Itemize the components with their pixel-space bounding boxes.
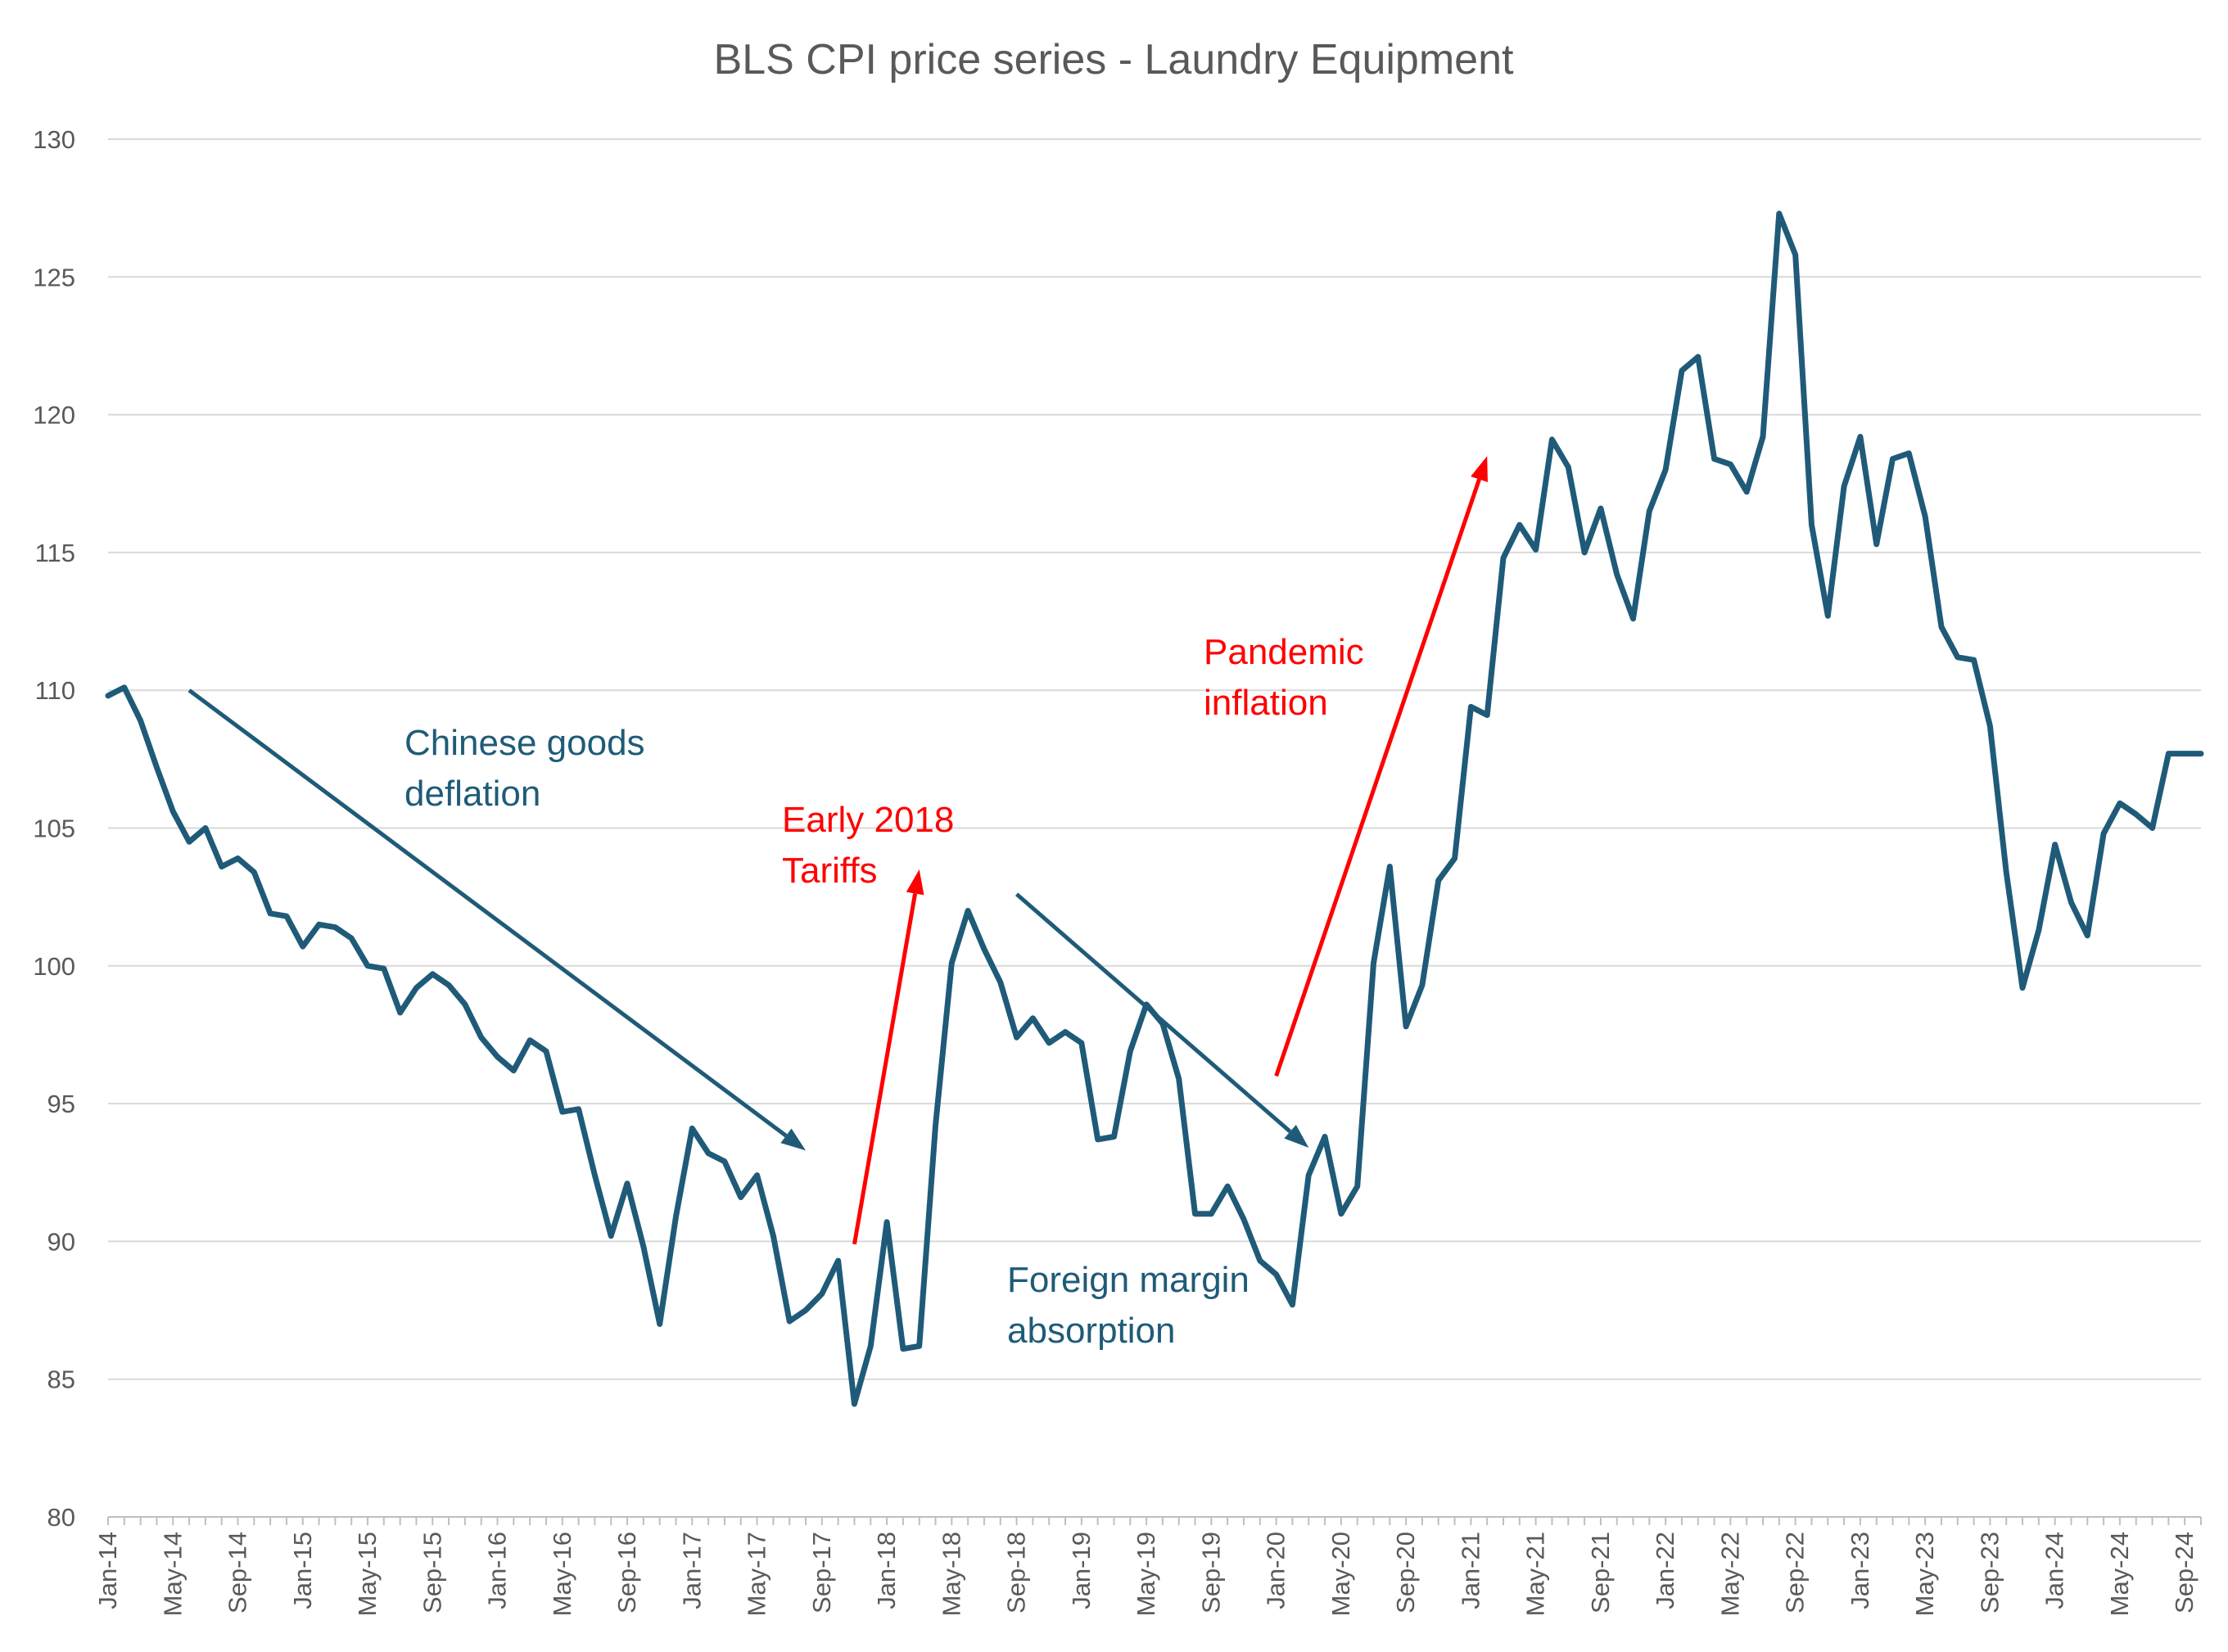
y-tick-label: 90 <box>47 1227 75 1256</box>
y-tick-label: 120 <box>33 401 75 430</box>
annotation-arrow-tariffs <box>852 893 918 1245</box>
annotation-arrow-foreign <box>1015 892 1292 1134</box>
annotation-line: absorption <box>1007 1311 1175 1351</box>
x-tick-label: Jan-22 <box>1651 1532 1679 1609</box>
y-tick-label: 130 <box>33 125 75 154</box>
y-tick-label: 85 <box>47 1365 75 1394</box>
x-tick-label: Sep-14 <box>224 1532 252 1614</box>
x-tick-label: Sep-16 <box>612 1532 641 1614</box>
x-tick-label: Jan-18 <box>872 1532 901 1609</box>
annotation-line: deflation <box>404 774 540 814</box>
annotation-arrowhead-chinese <box>780 1128 806 1151</box>
annotations: Chinese goods deflation Early 2018 Tariffs F… <box>188 456 1488 1351</box>
x-tick-label: Jan-16 <box>483 1532 512 1609</box>
annotation-line: Foreign margin <box>1007 1260 1250 1300</box>
y-tick-label: 115 <box>35 539 75 567</box>
annotation-arrowhead-tariffs <box>906 869 924 896</box>
x-tick-label: Sep-20 <box>1391 1532 1420 1614</box>
x-tick-label: Sep-17 <box>807 1532 836 1614</box>
x-tick-label: May-18 <box>937 1532 965 1616</box>
annotation-label-foreign: Foreign margin absorption <box>1007 1260 1250 1351</box>
x-tick-label: Jan-21 <box>1456 1532 1485 1609</box>
y-tick-label: 125 <box>33 263 75 291</box>
x-tick-label: May-19 <box>1132 1532 1160 1616</box>
x-tick-label: May-14 <box>158 1532 187 1616</box>
x-tick-label: May-24 <box>2105 1532 2134 1616</box>
annotation-line: Pandemic <box>1204 632 1364 672</box>
y-axis: 80 85 90 95 100 105 110 115 120 125 130 <box>33 125 75 1532</box>
annotation-arrow-chinese <box>188 688 788 1138</box>
x-tick-label: Sep-19 <box>1196 1532 1225 1614</box>
x-tick-label: Sep-22 <box>1781 1532 1810 1614</box>
x-axis: Jan-14 May-14 Sep-14 Jan-15 May-15 Sep-15 Jan-… <box>93 1516 2202 1616</box>
annotation-line: Chinese goods <box>404 723 645 763</box>
x-tick-label: Jan-15 <box>288 1532 317 1609</box>
annotation-line: inflation <box>1204 683 1328 723</box>
x-tick-label: May-16 <box>548 1532 576 1616</box>
x-tick-label: Sep-23 <box>1975 1532 2004 1614</box>
x-tick-label: Sep-18 <box>1002 1532 1031 1614</box>
y-tick-label: 110 <box>35 676 75 705</box>
x-tick-label: May-21 <box>1521 1532 1550 1616</box>
x-tick-label: May-17 <box>743 1532 771 1616</box>
x-tick-label: Sep-15 <box>418 1532 446 1614</box>
x-tick-label: Jan-20 <box>1262 1532 1290 1609</box>
x-tick-label: May-22 <box>1715 1532 1744 1616</box>
annotation-label-tariffs: Early 2018 Tariffs <box>782 800 954 891</box>
y-tick-label: 80 <box>47 1503 75 1532</box>
x-tick-label: May-20 <box>1326 1532 1355 1616</box>
y-tick-label: 100 <box>33 952 75 981</box>
annotation-arrowhead-pandemic <box>1471 456 1488 483</box>
x-tick-label: Jan-14 <box>93 1532 122 1609</box>
annotation-arrow-pandemic <box>1274 478 1481 1077</box>
x-tick-label: May-23 <box>1910 1532 1939 1616</box>
x-tick-label: Sep-24 <box>2170 1532 2199 1614</box>
x-tick-label: Jan-24 <box>2040 1532 2069 1609</box>
y-tick-label: 95 <box>47 1090 75 1118</box>
gridlines <box>108 138 2201 1380</box>
x-tick-label: May-15 <box>353 1532 382 1616</box>
annotation-label-chinese: Chinese goods deflation <box>404 723 645 814</box>
x-tick-label: Jan-17 <box>677 1532 706 1609</box>
x-tick-label: Sep-21 <box>1586 1532 1615 1614</box>
chart-title: BLS CPI price series - Laundry Equipment <box>714 36 1514 84</box>
annotation-line: Early 2018 <box>782 800 954 840</box>
x-tick-label: Jan-19 <box>1067 1532 1096 1609</box>
x-tick-label: Jan-23 <box>1846 1532 1874 1609</box>
annotation-arrowhead-foreign <box>1284 1124 1309 1148</box>
annotation-label-pandemic: Pandemic inflation <box>1204 632 1364 723</box>
y-tick-label: 105 <box>33 815 75 843</box>
annotation-line: Tariffs <box>782 851 878 891</box>
